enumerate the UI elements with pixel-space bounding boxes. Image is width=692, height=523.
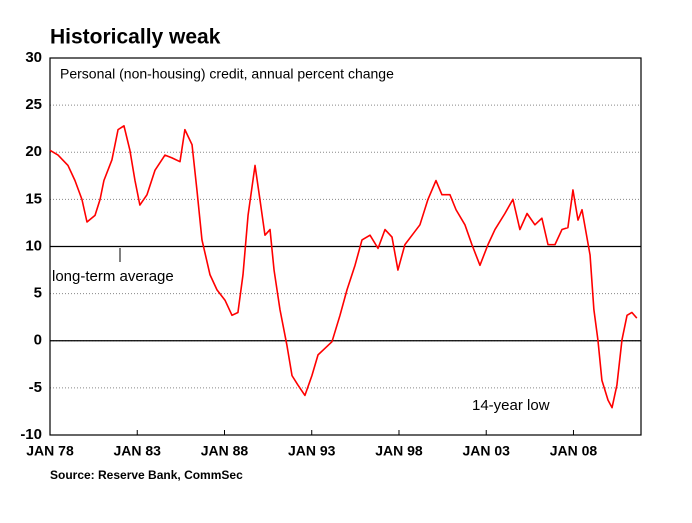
x-tick-label: JAN 98 [375, 443, 423, 459]
plot-frame [49, 57, 642, 436]
y-tick-label: -5 [29, 379, 42, 396]
x-tick-label: JAN 93 [288, 443, 336, 459]
x-tick-label: JAN 03 [462, 443, 510, 459]
data-line [49, 125, 638, 409]
y-tick-label: 10 [25, 237, 42, 254]
y-tick-label: 30 [25, 49, 42, 66]
y-tick-label: 25 [25, 96, 42, 113]
y-tick-label: 0 [34, 332, 42, 349]
x-tick-label: JAN 88 [201, 443, 249, 459]
chart-title: Historically weak [50, 26, 221, 49]
annotation: long-term average [52, 268, 174, 285]
y-tick-label: 5 [34, 285, 42, 302]
annotation: 14-year low [472, 397, 550, 414]
chart-subtitle: Personal (non-housing) credit, annual pe… [60, 66, 394, 82]
source-note: Source: Reserve Bank, CommSec [50, 468, 243, 482]
y-tick-label: -10 [20, 426, 42, 443]
x-tick-label: JAN 78 [26, 443, 74, 459]
y-tick-label: 15 [25, 190, 42, 207]
y-tick-label: 20 [25, 143, 42, 160]
x-tick-label: JAN 08 [550, 443, 598, 459]
x-tick-label: JAN 83 [114, 443, 162, 459]
